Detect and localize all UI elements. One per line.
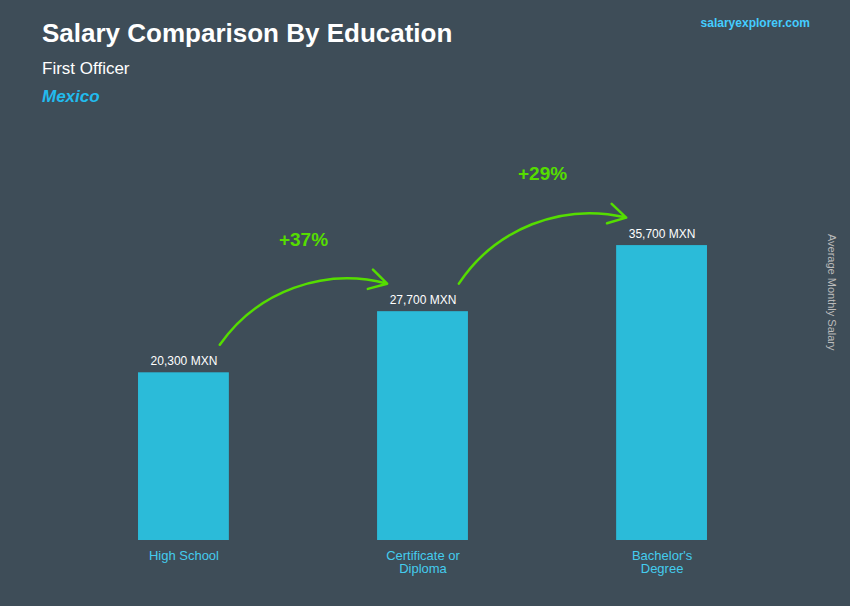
svg-text:Bachelor'sDegree: Bachelor'sDegree	[632, 548, 693, 576]
svg-text:Average Monthly Salary: Average Monthly Salary	[826, 234, 838, 351]
svg-text:20,300 MXN: 20,300 MXN	[151, 354, 218, 368]
svg-text:+29%: +29%	[518, 163, 567, 184]
svg-text:35,700 MXN: 35,700 MXN	[629, 227, 696, 241]
svg-text:27,700 MXN: 27,700 MXN	[390, 293, 457, 307]
svg-text:+37%: +37%	[279, 229, 328, 250]
html-text:Mexico: Mexico	[42, 87, 100, 106]
html-text:salaryexplorer.com: salaryexplorer.com	[700, 16, 810, 30]
html-text:First Officer: First Officer	[42, 59, 130, 78]
svg-text:High School: High School	[149, 548, 219, 563]
html-text:Salary Comparison By Education: Salary Comparison By Education	[42, 18, 453, 48]
svg-text:Certificate orDiploma: Certificate orDiploma	[386, 548, 460, 576]
